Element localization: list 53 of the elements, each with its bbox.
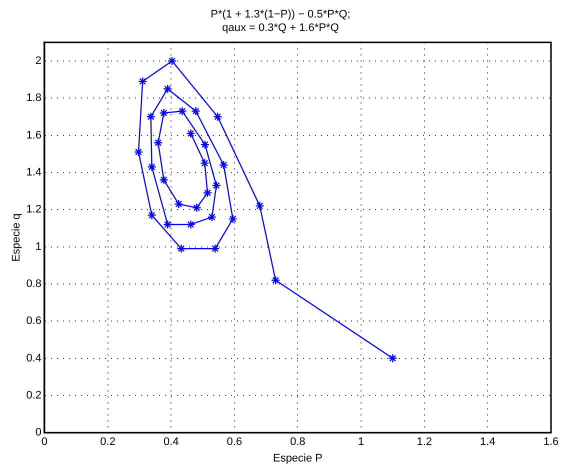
x-tick-label: 0.2: [100, 436, 116, 448]
text: P*(1 + 1.3*(1−P)) − 0.5*P*Q;: [210, 8, 350, 21]
point: [167, 56, 177, 66]
point: [138, 76, 148, 86]
y-tick-label: 1.2: [26, 204, 42, 216]
x-tick-label: 1.2: [416, 436, 432, 448]
point: [191, 106, 200, 116]
point: [178, 106, 187, 116]
point: [210, 244, 220, 254]
y-tick-label: 0.6: [26, 315, 42, 328]
point: [207, 212, 217, 222]
point: [176, 244, 186, 254]
point: [147, 162, 156, 172]
x-tick-label: 0.4: [163, 436, 179, 448]
point: [174, 199, 184, 209]
point: [212, 180, 221, 190]
y-tick-label: 2: [35, 55, 42, 68]
y-tick-label: 1.8: [26, 92, 42, 104]
x-axis-title: Especie P: [272, 452, 323, 464]
x-tick-label: 1.6: [543, 436, 559, 448]
x-tick-label: 0.8: [290, 436, 306, 448]
point: [228, 214, 238, 224]
y-tick-label: 0.8: [26, 278, 42, 290]
point: [192, 203, 202, 212]
y-tick-label: 1.4: [26, 166, 42, 178]
x-tick-label: 1.4: [480, 436, 496, 448]
text: qaux = 0.3*Q + 1.6*P*Q: [222, 22, 339, 34]
x-tick-label: 0.6: [226, 436, 242, 448]
y-axis-title: Especie q: [10, 213, 23, 262]
point: [186, 128, 196, 138]
point: [159, 108, 168, 118]
y-tick-label: 0.4: [26, 352, 42, 364]
x-tick-label: 1: [358, 436, 364, 448]
point: [200, 158, 210, 168]
point: [186, 220, 196, 230]
point: [163, 84, 172, 94]
point: [147, 210, 156, 220]
y-tick-label: 1.6: [26, 129, 42, 142]
y-tick-label: 0.2: [26, 389, 42, 402]
y-tick-label: 0: [35, 426, 42, 439]
point: [270, 276, 280, 285]
point: [146, 112, 156, 122]
point: [163, 220, 172, 230]
point: [154, 138, 163, 148]
point: [388, 354, 398, 363]
point: [200, 140, 210, 150]
point: [213, 112, 222, 122]
point: [219, 160, 228, 170]
point: [255, 201, 264, 211]
y-tick-label: 1: [35, 240, 42, 253]
point: [134, 147, 144, 157]
point: [202, 188, 212, 198]
point: [159, 175, 168, 184]
